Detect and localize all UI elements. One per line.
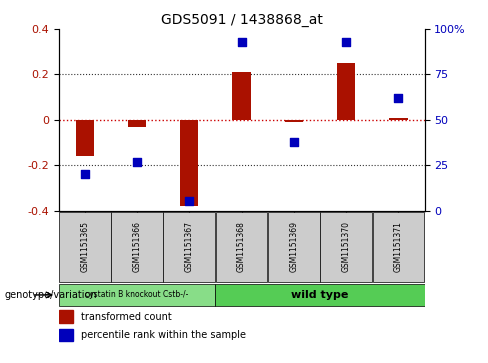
- FancyBboxPatch shape: [320, 212, 372, 282]
- Bar: [128, 120, 146, 127]
- FancyBboxPatch shape: [268, 212, 320, 282]
- Bar: [59, 310, 73, 323]
- Bar: [76, 120, 94, 156]
- Bar: [337, 63, 355, 120]
- Text: GSM1151367: GSM1151367: [185, 221, 194, 272]
- FancyBboxPatch shape: [215, 284, 425, 306]
- Text: wild type: wild type: [291, 290, 349, 300]
- Point: [133, 159, 141, 164]
- Point: [185, 199, 193, 204]
- Text: GSM1151370: GSM1151370: [342, 221, 351, 272]
- Bar: [180, 120, 199, 206]
- Point: [394, 95, 402, 101]
- Text: GSM1151369: GSM1151369: [289, 221, 298, 272]
- Point: [238, 39, 245, 45]
- Bar: [59, 329, 73, 341]
- Title: GDS5091 / 1438868_at: GDS5091 / 1438868_at: [161, 13, 323, 26]
- Point: [81, 171, 89, 177]
- Point: [290, 139, 298, 144]
- FancyBboxPatch shape: [111, 212, 163, 282]
- Bar: [389, 118, 407, 120]
- Text: genotype/variation: genotype/variation: [5, 290, 98, 300]
- Text: GSM1151365: GSM1151365: [80, 221, 89, 272]
- Bar: [285, 120, 303, 122]
- Text: GSM1151368: GSM1151368: [237, 221, 246, 272]
- FancyBboxPatch shape: [163, 212, 215, 282]
- Text: percentile rank within the sample: percentile rank within the sample: [81, 330, 245, 340]
- Point: [342, 39, 350, 45]
- FancyBboxPatch shape: [372, 212, 424, 282]
- FancyBboxPatch shape: [216, 212, 267, 282]
- FancyBboxPatch shape: [59, 284, 215, 306]
- Text: cystatin B knockout Cstb-/-: cystatin B knockout Cstb-/-: [85, 290, 189, 299]
- Text: GSM1151366: GSM1151366: [132, 221, 142, 272]
- Text: GSM1151371: GSM1151371: [394, 221, 403, 272]
- Bar: [232, 72, 251, 120]
- FancyBboxPatch shape: [59, 212, 111, 282]
- Text: transformed count: transformed count: [81, 312, 171, 322]
